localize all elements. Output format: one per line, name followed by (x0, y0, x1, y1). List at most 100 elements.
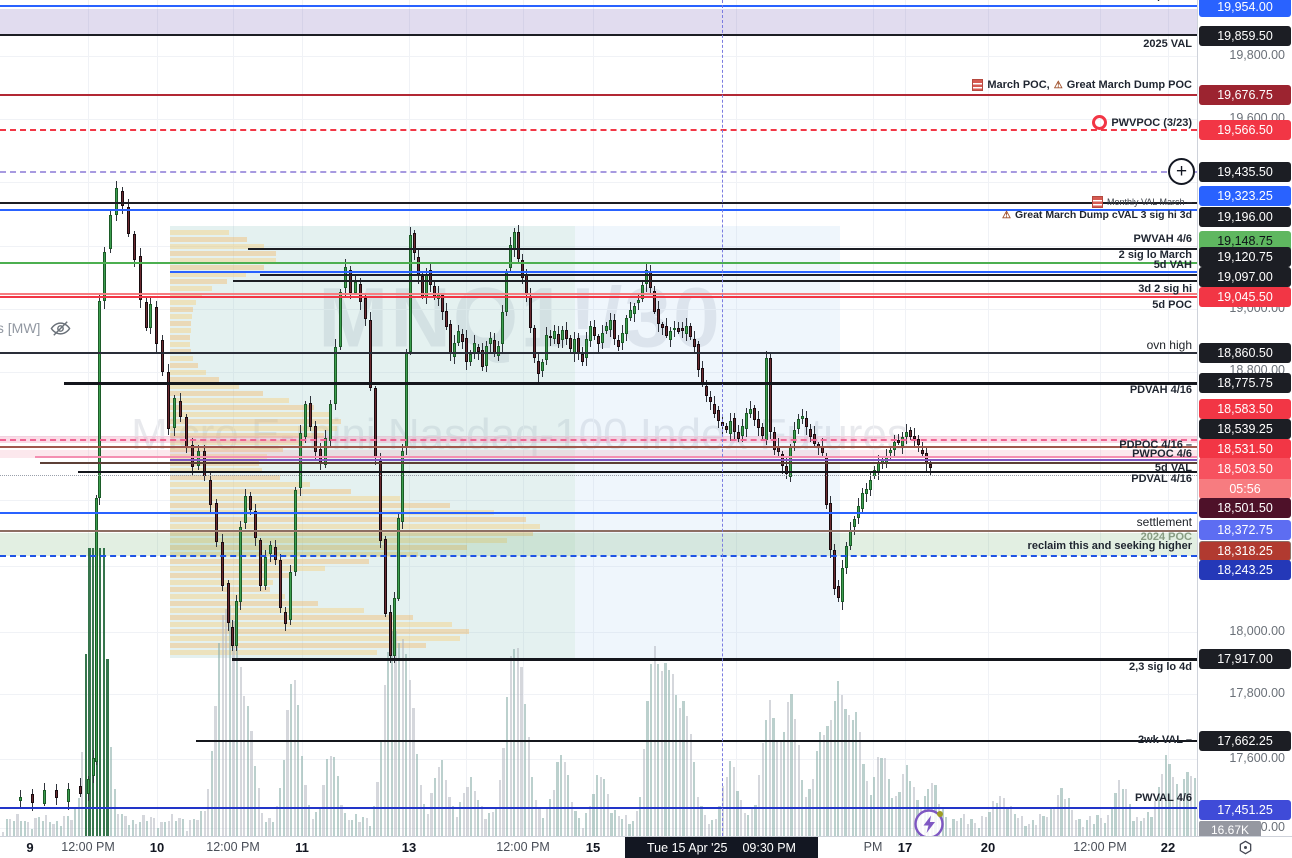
price-level-tag[interactable]: 18,243.25 (1199, 560, 1291, 580)
add-alert-plus-button[interactable]: + (1168, 158, 1195, 185)
level-label[interactable]: PWVPOC (3/23) (1092, 115, 1192, 131)
price-level-tag[interactable]: 19,676.75 (1199, 85, 1291, 105)
price-level-line[interactable] (0, 554, 1197, 557)
level-label[interactable]: March POC, ⚠ Great March Dump POC (972, 79, 1192, 92)
price-level-tag[interactable]: 19,097.00 (1199, 267, 1291, 287)
time-axis[interactable]: Tue 15 Apr '25 09:30 PM 9 12:00 PM 10 12:00… (0, 836, 1292, 858)
price-level-tag[interactable]: 19,045.50 (1199, 287, 1291, 307)
price-level-tag[interactable]: 19,435.50 (1199, 162, 1291, 182)
price-level-line[interactable] (0, 202, 1197, 204)
price-level-line[interactable] (40, 462, 1197, 464)
level-label[interactable]: 5d VAL (1155, 462, 1192, 474)
price-level-line[interactable] (0, 475, 1197, 477)
price-level-tag[interactable]: 19,954.00 (1199, 0, 1291, 17)
price-level-tag[interactable]: 19,859.50 (1199, 26, 1291, 46)
timezone-settings-icon[interactable] (1237, 839, 1254, 858)
level-label[interactable]: 2025 VAL (1143, 38, 1192, 50)
level-label[interactable]: ovn high (1147, 338, 1192, 352)
price-level-line[interactable] (233, 280, 1197, 282)
volume-bar (20, 821, 23, 836)
price-level-tag[interactable]: 17,917.00 (1199, 649, 1291, 669)
price-level-tag[interactable]: 18,583.50 (1199, 399, 1291, 419)
level-label[interactable]: Monthly VAL March – (1091, 195, 1192, 208)
volume-bar (567, 775, 570, 836)
price-level-line[interactable] (0, 33, 1197, 37)
price-level-line[interactable] (0, 93, 1197, 97)
price-level-line[interactable] (0, 511, 1197, 515)
level-label[interactable]: 2,3 sig lo 4d (1129, 661, 1192, 673)
price-level-line[interactable] (0, 293, 1197, 295)
price-level-line[interactable] (0, 208, 1197, 212)
price-level-tag[interactable]: 18,501.50 (1199, 498, 1291, 518)
candle-body (248, 496, 253, 510)
level-label[interactable]: PDVAH 4/16 (1130, 384, 1192, 396)
level-label[interactable]: PDPOC 4/16 – (1119, 439, 1192, 451)
volume-bar (1035, 824, 1038, 836)
price-level-line[interactable] (0, 445, 1197, 449)
price-level-line[interactable] (0, 295, 1197, 299)
price-level-line[interactable] (64, 381, 1197, 385)
lightning-badge-icon[interactable] (912, 805, 948, 836)
level-label[interactable]: ⚠ Great March Dump cVAH (1061, 0, 1192, 2)
time-tick: 12:00 PM (496, 840, 550, 854)
eye-off-icon[interactable] (49, 317, 72, 340)
volume-profile-row (170, 622, 452, 627)
level-label[interactable]: 2wk VAL – (1138, 734, 1192, 746)
candle-body (528, 296, 533, 328)
price-level-tag[interactable]: 18,372.75 (1199, 520, 1291, 540)
price-axis[interactable]: 19,800.00 19,600.00 19,000.00 18,800.00 18,0… (1197, 0, 1292, 839)
level-label[interactable]: settlement (1137, 515, 1192, 529)
price-level-tag[interactable]: 19,566.50 (1199, 120, 1291, 140)
price-level-tag[interactable]: 19,148.75 (1199, 231, 1291, 251)
price-level-line[interactable] (170, 458, 1197, 462)
volume-bar (552, 789, 555, 836)
price-level-tag[interactable]: 18,775.75 (1199, 373, 1291, 393)
price-level-tag[interactable]: 19,120.75 (1199, 247, 1291, 267)
price-level-line[interactable] (0, 806, 1197, 810)
level-label[interactable]: PWVAH 4/6 (1134, 233, 1192, 245)
indicator-legend[interactable]: els [MW] (0, 316, 72, 340)
level-label[interactable]: PWPOC 4/6 (1132, 448, 1192, 460)
price-level-line[interactable] (0, 439, 1197, 441)
candle-body (620, 332, 625, 343)
volume-bar (815, 751, 818, 836)
level-label[interactable]: ⚠ Great March Dump cVAL 3 sig hi 3d (1002, 209, 1192, 221)
price-level-line[interactable] (170, 270, 1197, 274)
price-level-tag[interactable]: 18,503.50 (1199, 458, 1291, 479)
price-level-tag[interactable]: 19,196.00 (1199, 207, 1291, 227)
price-level-tag[interactable]: 17,451.25 (1199, 800, 1291, 820)
candle-body (812, 433, 817, 444)
candle-body (644, 269, 649, 285)
volume-bar (63, 816, 66, 836)
level-label[interactable]: 5d POC (1152, 299, 1192, 311)
level-label[interactable]: PDVAL 4/16 (1131, 473, 1192, 485)
volume-bar (527, 737, 530, 836)
price-level-tag[interactable]: 19,323.25 (1199, 186, 1291, 206)
level-label[interactable]: PWVAL 4/6 (1135, 792, 1192, 804)
price-level-line[interactable] (0, 128, 1197, 131)
price-level-line[interactable] (260, 274, 1197, 276)
chart-pane[interactable]: MNQ1!/30 Micro E-mini Nasdaq-100 Index F… (0, 0, 1197, 836)
price-level-line[interactable] (78, 470, 1197, 474)
price-level-line[interactable] (196, 740, 1197, 742)
price-level-tag[interactable]: 18,318.25 (1199, 541, 1291, 561)
price-level-tag[interactable]: 17,662.25 (1199, 731, 1291, 751)
price-level-line[interactable] (0, 261, 1197, 265)
level-label[interactable]: 5d VAH (1154, 259, 1192, 271)
price-level-line[interactable] (0, 171, 1197, 173)
price-level-line[interactable] (232, 657, 1197, 661)
price-level-tag[interactable]: 18,531.50 (1199, 439, 1291, 459)
volume-bar (869, 795, 872, 836)
price-level-line[interactable] (0, 529, 1197, 533)
level-label[interactable]: 2024 POC (1141, 531, 1192, 543)
price-level-line[interactable] (0, 4, 1197, 8)
volume-profile-row (170, 363, 198, 368)
candle-body (588, 325, 593, 342)
level-label[interactable]: 3d 2 sig hi (1138, 283, 1192, 295)
price-level-tag[interactable]: 18,860.50 (1199, 343, 1291, 363)
price-level-tag[interactable]: 18,539.25 (1199, 419, 1291, 439)
level-label[interactable]: 2 sig lo March (1119, 249, 1192, 261)
price-level-line[interactable] (0, 352, 1197, 354)
level-label[interactable]: reclaim this and seeking higher (1028, 540, 1192, 552)
price-level-line[interactable] (35, 456, 1197, 458)
